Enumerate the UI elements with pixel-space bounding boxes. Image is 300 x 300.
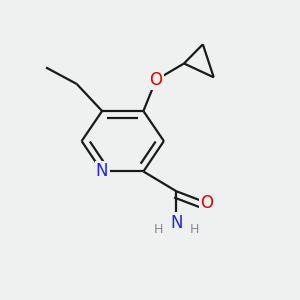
Text: N: N [170, 214, 183, 232]
Text: N: N [96, 163, 108, 181]
Text: H: H [154, 223, 163, 236]
Text: O: O [200, 194, 213, 212]
Text: H: H [190, 223, 199, 236]
Text: O: O [149, 71, 162, 89]
